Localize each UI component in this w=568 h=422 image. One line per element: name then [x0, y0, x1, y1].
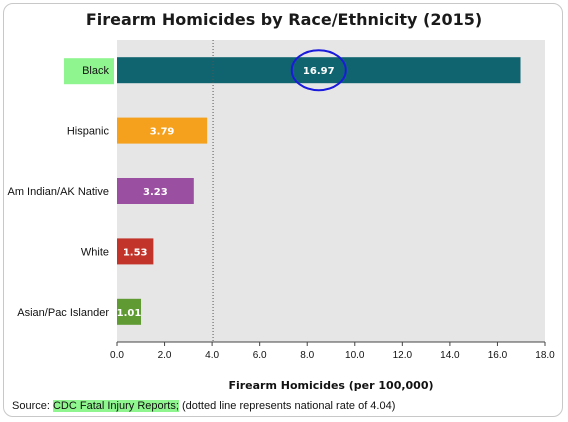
bar-4 [117, 298, 142, 325]
x-tick-label-3: 6.0 [253, 350, 267, 361]
highlight-circle [290, 49, 347, 92]
chart-title: Firearm Homicides by Race/Ethnicity (201… [86, 10, 482, 29]
category-label-3: White [81, 246, 109, 258]
bar-2 [117, 178, 194, 204]
x-tick-label-8: 16.0 [488, 350, 508, 361]
x-tick-label-4: 8.0 [300, 350, 314, 361]
value-label-3: 1.53 [123, 247, 148, 258]
x-tick-label-7: 14.0 [440, 350, 460, 361]
source-link[interactable]: CDC Fatal Injury Reports; [52, 400, 179, 412]
category-label-1: Hispanic [67, 126, 110, 138]
x-tick-label-0: 0.0 [110, 350, 124, 361]
value-label-4: 1.01 [117, 308, 142, 319]
x-tick-label-6: 12.0 [393, 350, 413, 361]
bar-3 [117, 238, 154, 265]
source-prefix: Source: [12, 400, 53, 412]
bar-0 [117, 57, 521, 84]
source-note: Source: CDC Fatal Injury Reports; (dotte… [12, 400, 395, 412]
bar-1 [117, 117, 208, 144]
source-note-text: (dotted line represents national rate of… [178, 400, 396, 412]
category-label-4: Asian/Pac Islander [17, 307, 109, 319]
category-highlight [64, 58, 114, 85]
value-label-2: 3.23 [143, 187, 168, 198]
x-tick-label-9: 18.0 [535, 350, 555, 361]
value-label-1: 3.79 [150, 127, 175, 138]
value-label-0: 16.97 [303, 66, 335, 77]
x-tick-label-1: 2.0 [158, 350, 172, 361]
category-label-0: Black [82, 65, 109, 77]
x-axis-label: Firearm Homicides (per 100,000) [228, 379, 433, 392]
x-tick-label-2: 4.0 [205, 350, 219, 361]
category-label-2: Am Indian/AK Native [8, 186, 110, 198]
x-tick-label-5: 10.0 [345, 350, 365, 361]
